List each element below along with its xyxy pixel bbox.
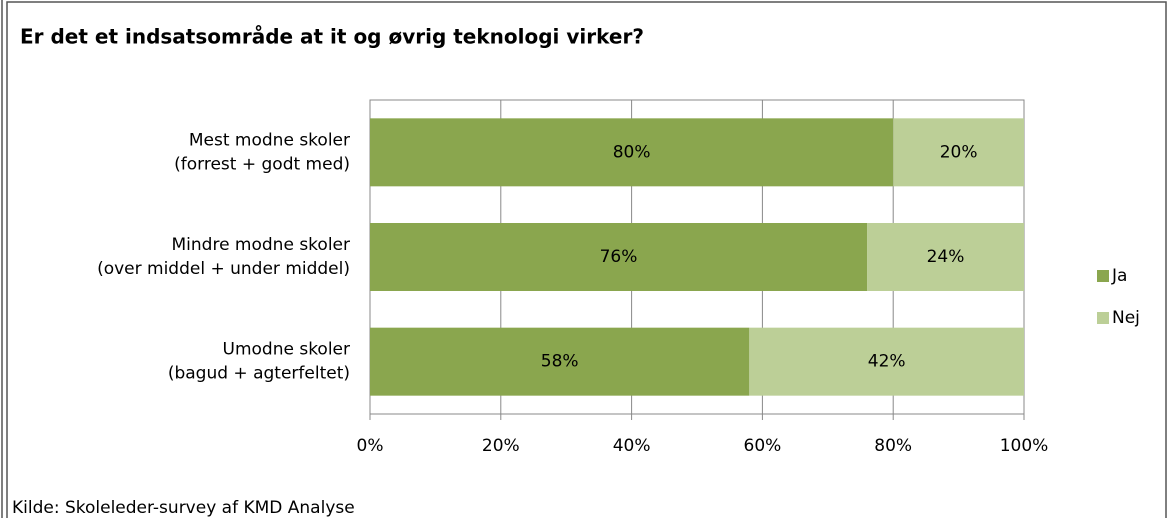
data-label: 80% [613, 142, 651, 162]
data-label: 20% [940, 142, 978, 162]
x-tick-label: 0% [357, 436, 384, 456]
data-label: 42% [868, 352, 906, 372]
bar [370, 223, 868, 291]
bar [893, 118, 1024, 187]
data-label: 24% [927, 247, 965, 267]
x-tick-label: 80% [874, 436, 912, 456]
bar [749, 327, 1024, 396]
bar [370, 118, 894, 187]
y-tick-label: Umodne skoler [223, 340, 351, 360]
data-label: 76% [600, 247, 638, 267]
data-label: 58% [541, 352, 579, 372]
legend-swatch [1097, 312, 1109, 324]
y-tick-label: (bagud + agterfeltet) [168, 364, 350, 384]
x-tick-label: 60% [744, 436, 782, 456]
y-tick-label: Mindre modne skoler [172, 235, 351, 255]
bar [867, 223, 1024, 291]
y-tick-label: (forrest + godt med) [174, 154, 350, 174]
chart-title: Er det et indsatsområde at it og øvrig t… [20, 25, 644, 49]
y-tick-label: (over middel + under middel) [97, 259, 350, 279]
bar [370, 327, 750, 396]
legend-label: Nej [1112, 308, 1140, 328]
legend-label: Ja [1111, 266, 1127, 286]
frame [6, 1, 1167, 518]
legend-swatch [1097, 270, 1109, 282]
y-tick-label: Mest modne skoler [189, 130, 350, 150]
x-tick-label: 100% [1000, 436, 1049, 456]
source: Kilde: Skoleleder-survey af KMD Analyse [12, 498, 355, 518]
x-tick-label: 20% [482, 436, 520, 456]
x-tick-label: 40% [613, 436, 651, 456]
